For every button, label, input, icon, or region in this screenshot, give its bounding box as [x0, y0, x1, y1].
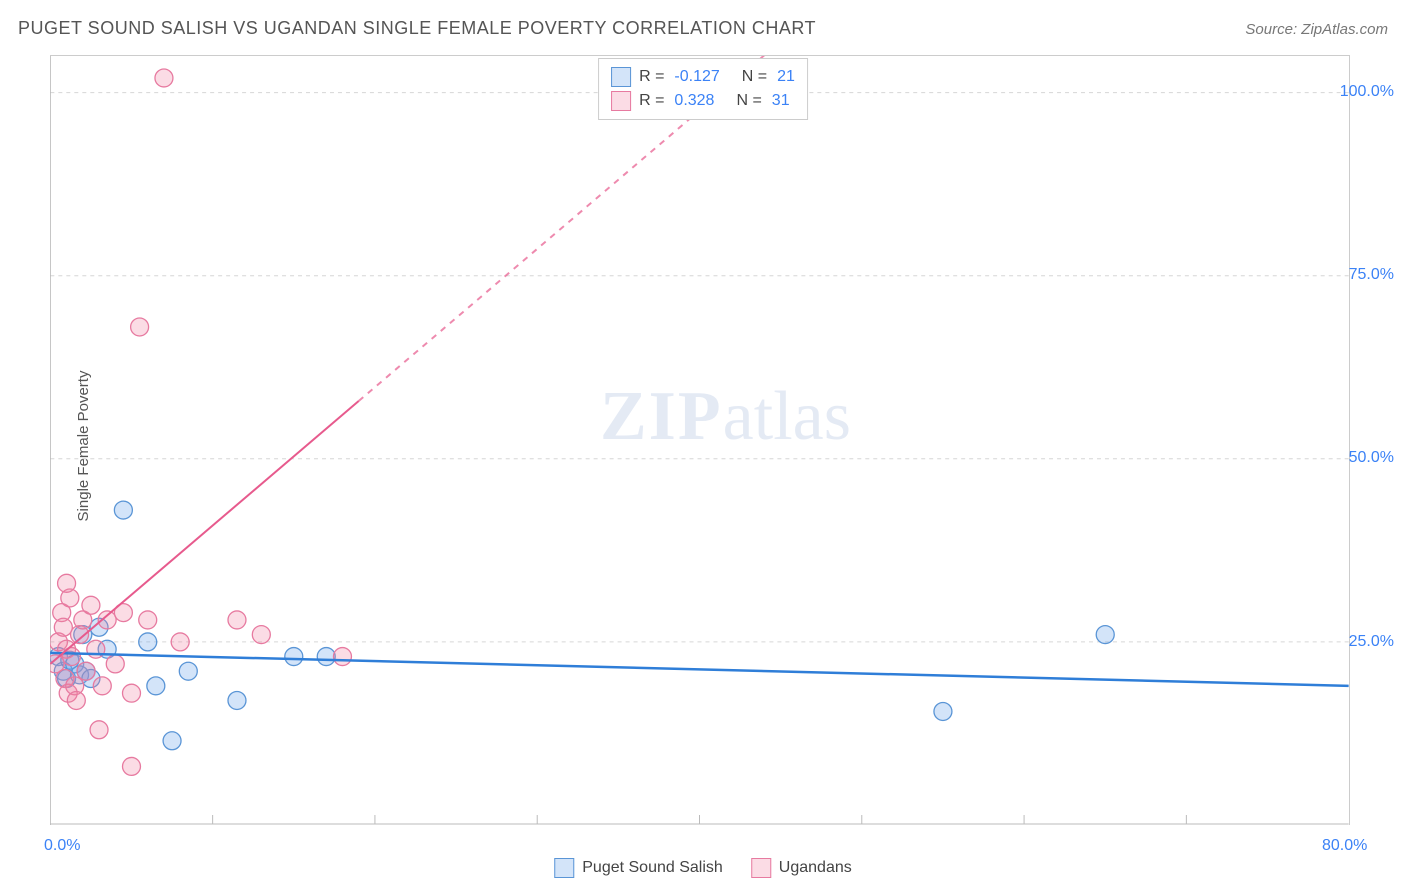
legend-series: Puget Sound Salish Ugandans	[554, 858, 852, 878]
legend-label-1: Ugandans	[779, 859, 852, 877]
chart-source: Source: ZipAtlas.com	[1245, 21, 1388, 38]
r-label: R =	[639, 68, 664, 86]
n-label: N =	[736, 92, 761, 110]
swatch-series-1	[751, 858, 771, 878]
r-value-1: 0.328	[674, 92, 714, 110]
n-value-1: 31	[772, 92, 790, 110]
source-label: Source:	[1245, 21, 1301, 38]
y-tick-label: 100.0%	[1340, 83, 1394, 101]
legend-stats-row: R = 0.328 N = 31	[611, 89, 795, 113]
legend-item-1: Ugandans	[751, 858, 852, 878]
swatch-series-1	[611, 91, 631, 111]
n-label: N =	[742, 68, 767, 86]
legend-stats-row: R = -0.127 N = 21	[611, 65, 795, 89]
legend-stats: R = -0.127 N = 21 R = 0.328 N = 31	[598, 58, 808, 120]
r-label: R =	[639, 92, 664, 110]
n-value-0: 21	[777, 68, 795, 86]
r-value-0: -0.127	[674, 68, 719, 86]
scatter-plot	[50, 56, 1349, 825]
chart-area: ZIPatlas	[50, 55, 1350, 825]
y-tick-label: 25.0%	[1349, 633, 1394, 651]
x-tick-label: 0.0%	[44, 837, 80, 855]
chart-title: PUGET SOUND SALISH VS UGANDAN SINGLE FEM…	[18, 18, 816, 39]
y-tick-label: 50.0%	[1349, 449, 1394, 467]
swatch-series-0	[611, 67, 631, 87]
source-value: ZipAtlas.com	[1301, 21, 1388, 38]
x-tick-label: 80.0%	[1322, 837, 1367, 855]
chart-header: PUGET SOUND SALISH VS UGANDAN SINGLE FEM…	[18, 18, 1388, 39]
legend-item-0: Puget Sound Salish	[554, 858, 723, 878]
legend-label-0: Puget Sound Salish	[582, 859, 723, 877]
swatch-series-0	[554, 858, 574, 878]
y-tick-label: 75.0%	[1349, 266, 1394, 284]
